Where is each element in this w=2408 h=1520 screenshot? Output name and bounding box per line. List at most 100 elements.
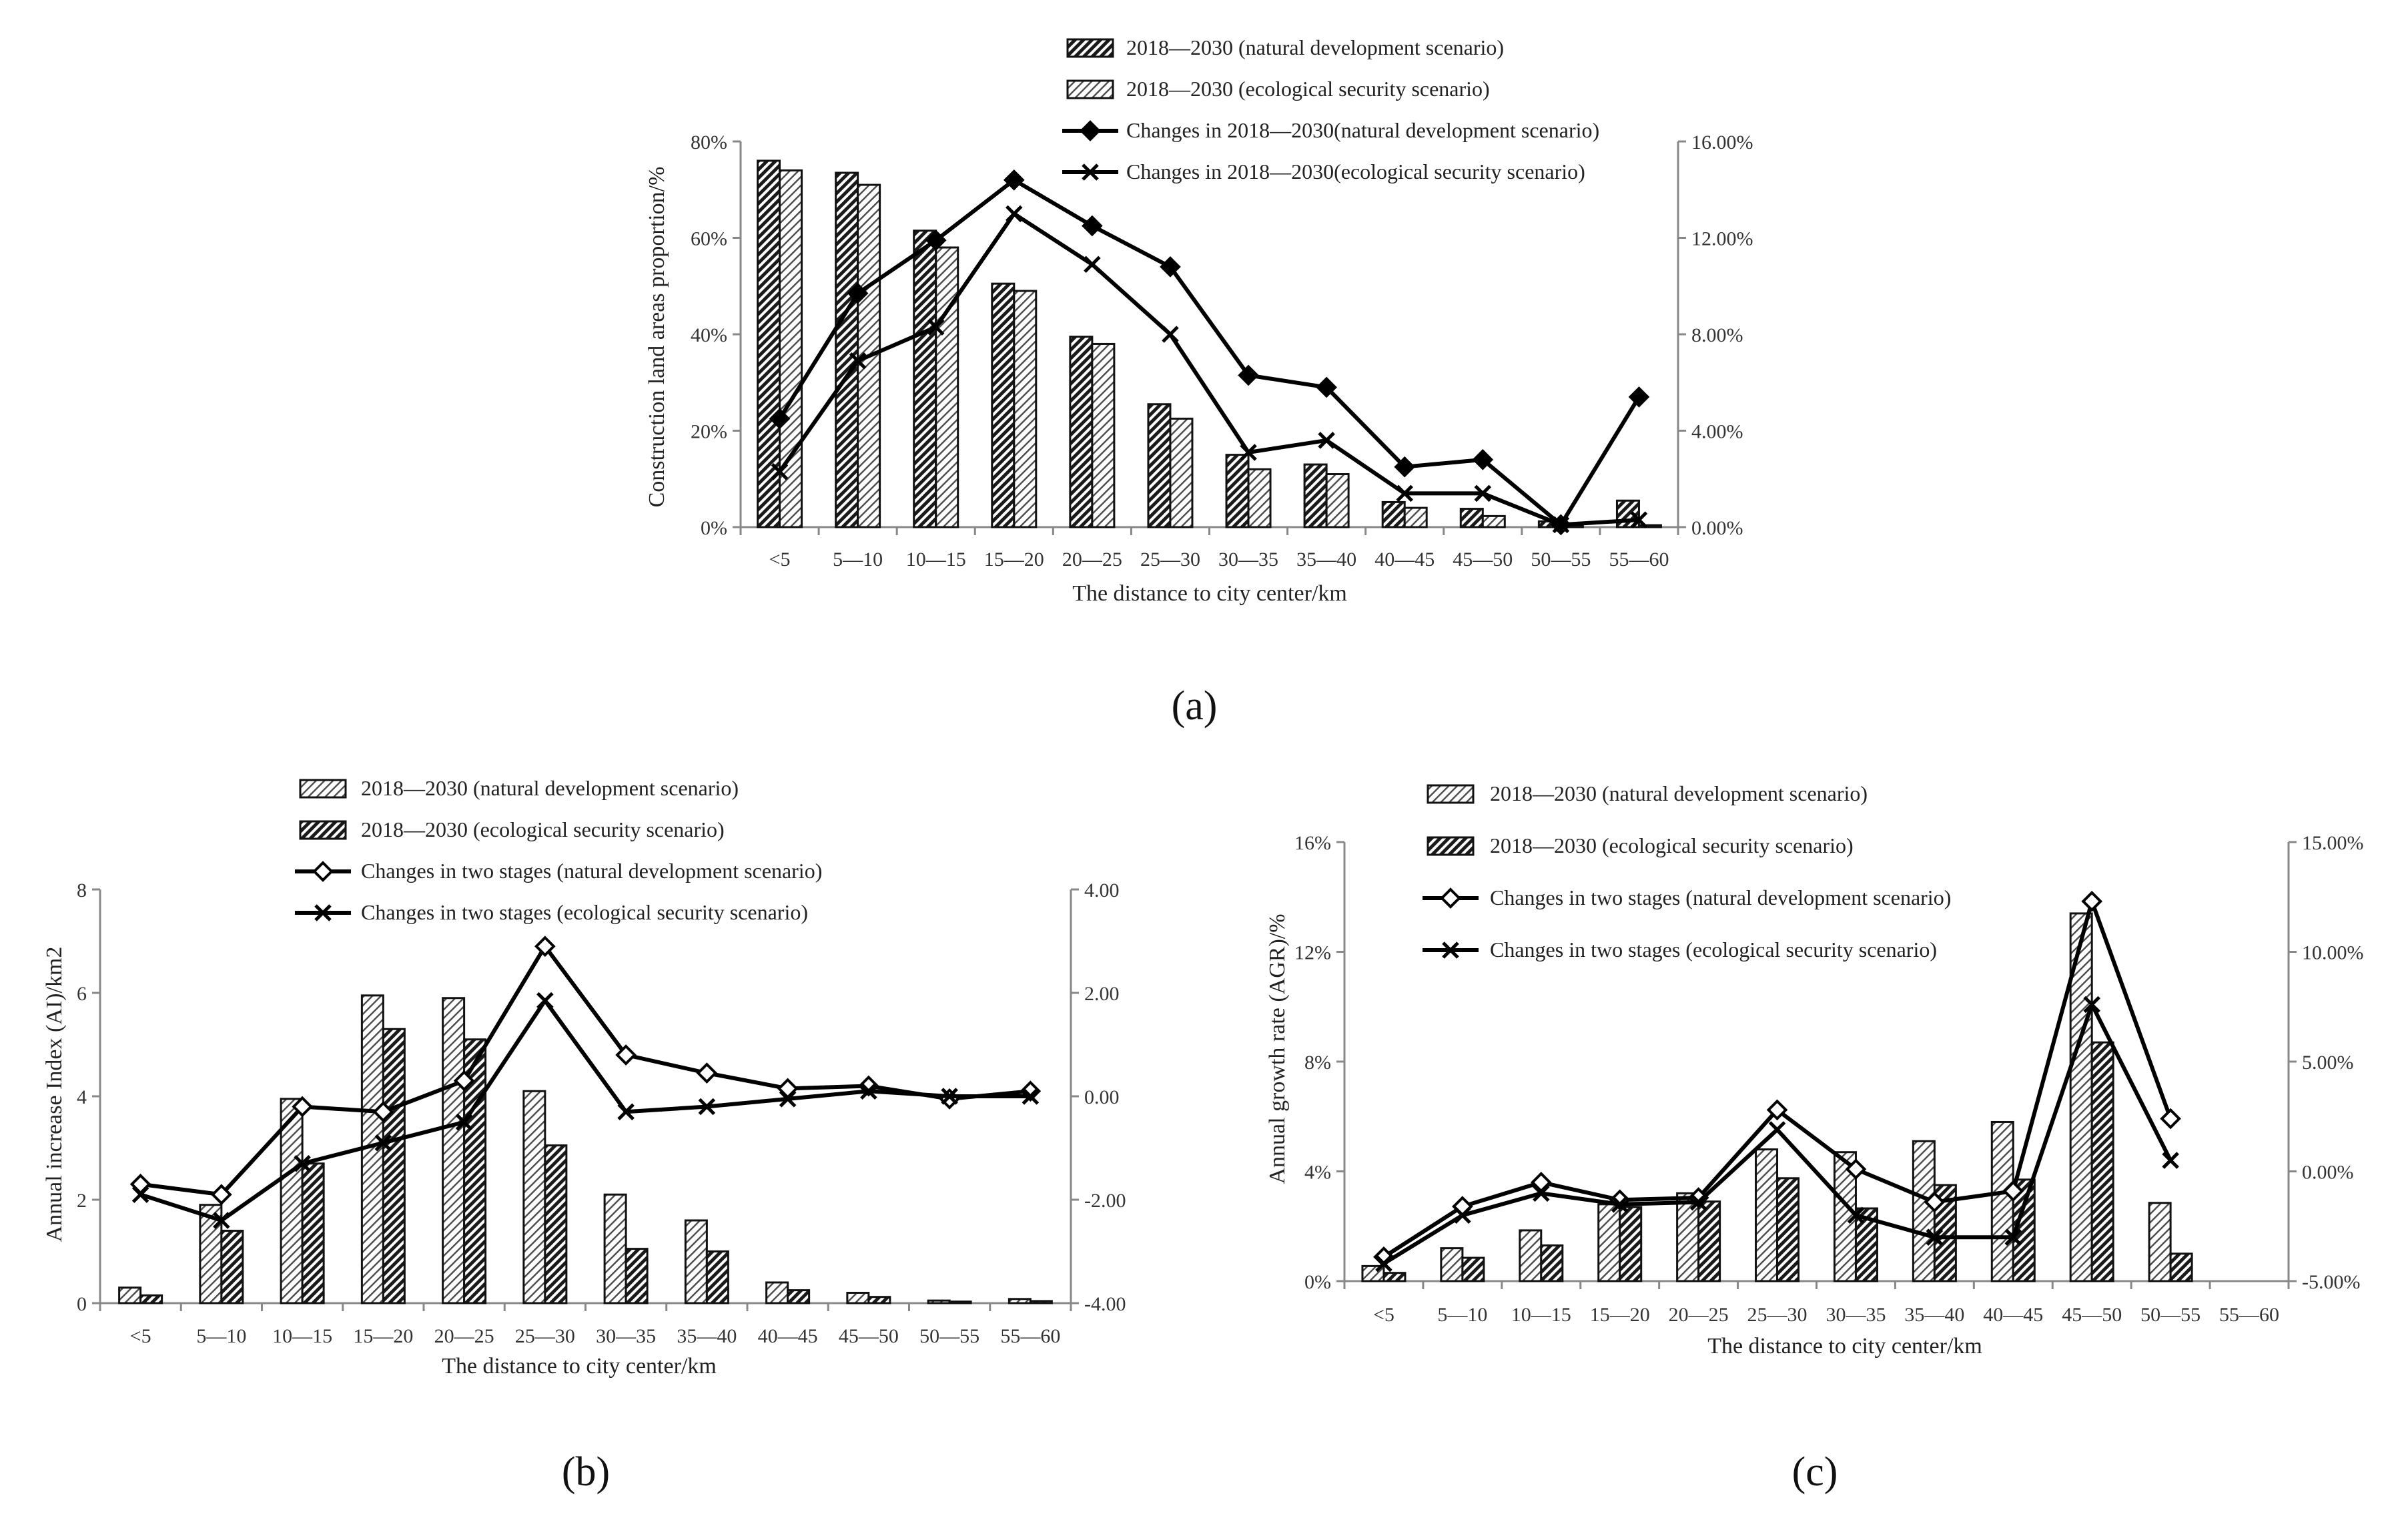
- bar-c-s1-3: [1597, 1203, 1621, 1282]
- bar-a-s1-7: [1303, 463, 1328, 528]
- panel-label-c: (c): [1792, 1449, 1838, 1495]
- marker-x-a-7: [1318, 432, 1335, 449]
- x-tick-label-b: 50—55: [919, 1325, 979, 1347]
- marker-diamond-a-2: [925, 230, 947, 251]
- bar-b-s1-10: [927, 1299, 951, 1304]
- legend-c-label-3: Changes in two stages (natural developme…: [1490, 885, 1951, 909]
- marker-diamond-a-3: [1003, 169, 1025, 191]
- x-tick-label-b: 5—10: [196, 1325, 246, 1347]
- marker-diamond-b-3: [372, 1101, 394, 1123]
- x-tick-label-c: <5: [1373, 1304, 1394, 1326]
- chart-a-legend: 2018—2030 (natural development scenario)…: [1062, 35, 1599, 183]
- marker-diamond-b-4: [453, 1070, 475, 1092]
- y2-tick-label-a: 8.00%: [1691, 324, 1743, 346]
- marker-diamond-a-1: [847, 282, 869, 304]
- y-tick-label-a: 40%: [691, 324, 727, 346]
- y2-tick-label-a: 0.00%: [1691, 517, 1743, 539]
- bar-a-s2-7: [1325, 473, 1350, 528]
- marker-x-b-1: [213, 1212, 230, 1229]
- chart-c-legend: 2018—2030 (natural development scenario)…: [1423, 781, 1951, 962]
- marker-x-b-4: [455, 1113, 473, 1131]
- x-tick-label-c: 15—20: [1590, 1304, 1650, 1326]
- y-tick-label-a: 20%: [691, 421, 727, 443]
- legend-c-marker-3: [1440, 887, 1461, 909]
- legend-b-label-1: 2018—2030 (natural development scenario): [361, 776, 739, 800]
- marker-x-c-5: [1768, 1121, 1786, 1138]
- bar-a-s2-11: [1637, 524, 1662, 528]
- marker-x-a-10: [1552, 516, 1570, 534]
- marker-diamond-a-5: [1160, 256, 1181, 278]
- bar-c-s2-10: [2169, 1252, 2193, 1282]
- legend-a-label-3: Changes in 2018—2030(natural development…: [1126, 118, 1599, 142]
- marker-x-b-7: [698, 1098, 716, 1116]
- bar-a-s1-3: [991, 282, 1016, 528]
- x-tick-label-a: 55—60: [1609, 548, 1669, 571]
- marker-diamond-b-2: [292, 1096, 313, 1118]
- legend-b-label-3: Changes in two stages (natural developme…: [361, 859, 822, 883]
- x-tick-label-b: 30—35: [596, 1325, 656, 1347]
- marker-diamond-b-5: [534, 935, 556, 958]
- legend-b-label-4: Changes in two stages (ecological securi…: [361, 900, 808, 924]
- bar-c-s2-1: [1461, 1256, 1485, 1282]
- bar-a-s1-1: [835, 171, 859, 528]
- bar-c-s1-5: [1755, 1148, 1779, 1282]
- x-tick-label-c: 30—35: [1826, 1304, 1886, 1326]
- x-tick-label-c: 35—40: [1904, 1304, 1964, 1326]
- chart-panel-c: 0% 4% 8% 12% 16% -5.00% 0.00% 5.00% 10.00% 15.00%…: [1265, 781, 2364, 1495]
- legend-b-label-2: 2018—2030 (ecological security scenario): [361, 817, 725, 841]
- marker-x-b-6: [617, 1103, 635, 1121]
- chart-panel-b: 0 2 4 6 8 -4.00 -2.00 0.00 2.00 4.00 <5 5—10 10—15 15…: [42, 776, 1126, 1495]
- x-tick-label-a: 35—40: [1296, 548, 1356, 571]
- bar-b-s2-7: [705, 1250, 729, 1304]
- y-tick-label-c: 8%: [1304, 1052, 1331, 1074]
- legend-b-swatch-1: [299, 779, 347, 799]
- legend-c-label-1: 2018—2030 (natural development scenario): [1490, 781, 1868, 805]
- y-axis-title-c: Annual growth rate (AGR)/%: [1265, 913, 1290, 1184]
- legend-a-marker-3: [1080, 120, 1101, 141]
- x-tick-label-c: 50—55: [2140, 1304, 2200, 1326]
- x-tick-label-b: 15—20: [353, 1325, 413, 1347]
- y2-tick-label-b: 0.00: [1084, 1086, 1120, 1108]
- chart-b-plot: 0 2 4 6 8 -4.00 -2.00 0.00 2.00 4.00 <5 5—10 10—15 15…: [77, 879, 1126, 1347]
- marker-x-c-6: [1847, 1206, 1865, 1224]
- bar-a-s2-4: [1091, 342, 1116, 528]
- x-tick-label-a: 10—15: [906, 548, 966, 571]
- bar-b-s2-1: [220, 1230, 244, 1304]
- marker-diamond-a-8: [1394, 456, 1416, 478]
- x-tick-label-a: 15—20: [984, 548, 1044, 571]
- marker-x-a-3: [1006, 205, 1023, 223]
- bar-a-s2-2: [935, 246, 959, 528]
- marker-x-b-8: [779, 1090, 797, 1108]
- bar-b-s2-2: [301, 1162, 325, 1304]
- line-b-s2: [139, 998, 1031, 1222]
- panel-label-b: (b): [562, 1449, 610, 1495]
- bar-b-s2-9: [867, 1296, 891, 1304]
- bar-b-s1-2: [280, 1098, 304, 1304]
- bar-a-s1-9: [1459, 508, 1484, 528]
- marker-diamond-a-9: [1472, 449, 1494, 470]
- bar-a-s1-4: [1069, 336, 1094, 528]
- marker-x-a-6: [1240, 444, 1257, 461]
- y-tick-label-c: 4%: [1304, 1162, 1331, 1184]
- bar-b-s1-3: [360, 994, 384, 1304]
- chart-panel-a: 0% 20% 40% 60% 80% 0.00% 4.00% 8.00% 12.00% 16.00…: [645, 35, 1753, 729]
- legend-a-label-4: Changes in 2018—2030(ecological security…: [1126, 159, 1585, 183]
- y-tick-label-a: 80%: [691, 131, 727, 153]
- x-tick-label-a: 40—45: [1374, 548, 1435, 571]
- y2-tick-label-a: 4.00%: [1691, 421, 1743, 443]
- x-tick-label-c: 25—30: [1747, 1304, 1808, 1326]
- bar-c-s1-10: [2148, 1202, 2172, 1282]
- x-tick-label-c: 20—25: [1669, 1304, 1729, 1326]
- y2-tick-label-c: -5.00%: [2302, 1271, 2360, 1293]
- bar-c-s2-4: [1697, 1200, 1721, 1282]
- bar-b-s2-6: [625, 1248, 649, 1304]
- y-tick-label-a: 0%: [701, 517, 727, 539]
- marker-x-b-9: [860, 1082, 877, 1100]
- bar-c-s1-7: [1912, 1140, 1936, 1282]
- marker-x-c-7: [1926, 1228, 1944, 1246]
- marker-x-b-3: [374, 1134, 392, 1152]
- legend-a-swatch-1: [1066, 38, 1114, 58]
- bar-b-s2-11: [1029, 1300, 1053, 1304]
- x-tick-label-b: 45—50: [839, 1325, 899, 1347]
- bar-b-s1-6: [603, 1193, 627, 1304]
